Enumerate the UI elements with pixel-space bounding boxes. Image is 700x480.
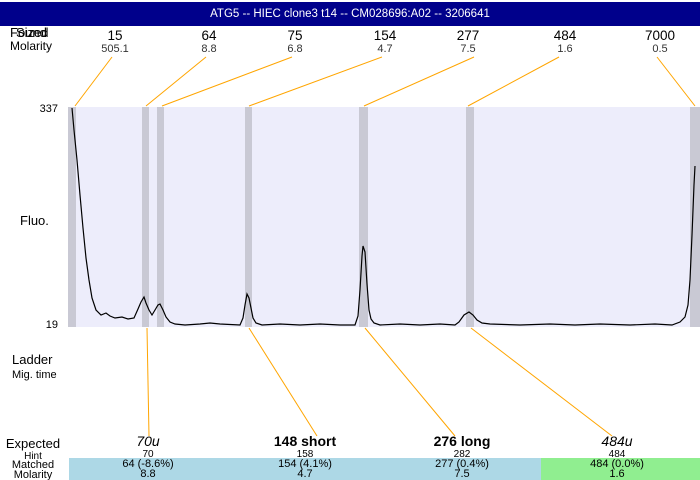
found-peak-molarity: 1.6 (557, 43, 573, 55)
sized-label: Sized (16, 25, 49, 40)
bottom-leader-line (146, 327, 150, 437)
found-peak-column: 75 6.8 (287, 28, 302, 55)
top-leader-line (145, 56, 207, 107)
matched-zone-blue (69, 458, 541, 480)
top-leader-line (161, 56, 293, 107)
found-peak-size: 75 (287, 28, 303, 43)
molarity-value: 1.6 (609, 468, 625, 480)
hint-value: 70 (142, 449, 154, 460)
matched-value: 484 (0.0%) (590, 458, 644, 470)
found-peak-column: 7000 0.5 (645, 28, 675, 55)
window-title-bar: ATG5 -- HIEC clone3 t14 -- CM028696:A02 … (0, 2, 700, 26)
found-peak-column: 15 505.1 (101, 28, 129, 55)
hint-row-label: Hint (24, 451, 42, 462)
found-peak-molarity: 505.1 (101, 43, 129, 55)
found-peak-size: 15 (107, 28, 123, 43)
bottom-leader-line (364, 327, 456, 437)
found-peak-molarity: 4.7 (377, 43, 393, 55)
expected-peak-label: 148 short (273, 433, 337, 449)
matched-zone-green (541, 458, 700, 480)
ladder-band (359, 107, 368, 327)
ladder-band (466, 107, 474, 327)
found-sized-row-label: Found Sized (10, 26, 52, 39)
ladder-band (157, 107, 164, 327)
found-peak-molarity: 7.5 (460, 43, 476, 55)
bottom-leader-line (248, 327, 318, 437)
hint-value: 484 (608, 449, 626, 460)
molarity-row-label-bottom: Molarity (13, 469, 53, 480)
expected-row-label: Expected (5, 436, 61, 451)
found-peak-column: 484 1.6 (554, 28, 577, 55)
ladder-band (690, 107, 700, 327)
top-leader-line (656, 56, 696, 107)
found-peak-molarity: 6.8 (287, 43, 303, 55)
found-peak-column: 277 7.5 (457, 28, 480, 55)
matched-row-label: Matched (11, 459, 55, 471)
found-peak-size: 64 (201, 28, 217, 43)
found-label: Found (10, 25, 47, 40)
found-peak-column: 154 4.7 (374, 28, 397, 55)
found-peak-molarity: 8.8 (201, 43, 217, 55)
molarity-value: 7.5 (454, 468, 470, 480)
found-peak-size: 277 (456, 28, 480, 43)
y-axis-title: Fluo. (20, 213, 49, 228)
top-leader-line (248, 56, 383, 107)
window-title: ATG5 -- HIEC clone3 t14 -- CM028696:A02 … (210, 8, 490, 20)
found-peak-size: 7000 (644, 28, 676, 43)
y-axis-min: 19 (45, 319, 58, 331)
x-axis-title: Ladder (12, 352, 53, 367)
bottom-leader-line (470, 327, 613, 437)
fluorescence-trace (71, 107, 696, 326)
y-axis-max: 337 (39, 103, 58, 115)
ladder-band (142, 107, 149, 327)
hint-value: 282 (453, 449, 471, 460)
matched-value: 64 (-8.6%) (122, 458, 174, 470)
top-leader-line (467, 56, 560, 107)
hint-value: 158 (296, 449, 314, 460)
molarity-value: 4.7 (297, 468, 313, 480)
expected-peak-label: 484u (601, 433, 633, 449)
expected-peak-label: 70u (136, 433, 160, 449)
top-leader-line (74, 56, 113, 107)
matched-value: 277 (0.4%) (435, 458, 489, 470)
electropherogram-plot[interactable] (68, 107, 700, 327)
top-axis-label-block: Found Sized Molarity (10, 26, 52, 52)
found-peak-molarity: 0.5 (652, 43, 668, 55)
found-peak-column: 64 8.8 (201, 28, 216, 55)
top-leader-line (363, 56, 475, 107)
expected-peak-label: 276 long (433, 433, 491, 449)
molarity-row-label: Molarity (10, 39, 53, 53)
ladder-band (245, 107, 252, 327)
ladder-band (68, 107, 76, 327)
found-peak-size: 154 (373, 28, 397, 43)
molarity-value: 8.8 (140, 468, 156, 480)
matched-value: 154 (4.1%) (278, 458, 332, 470)
trace-polyline (71, 107, 696, 326)
x-axis-subtitle: Mig. time (12, 369, 57, 381)
found-peak-size: 484 (553, 28, 577, 43)
